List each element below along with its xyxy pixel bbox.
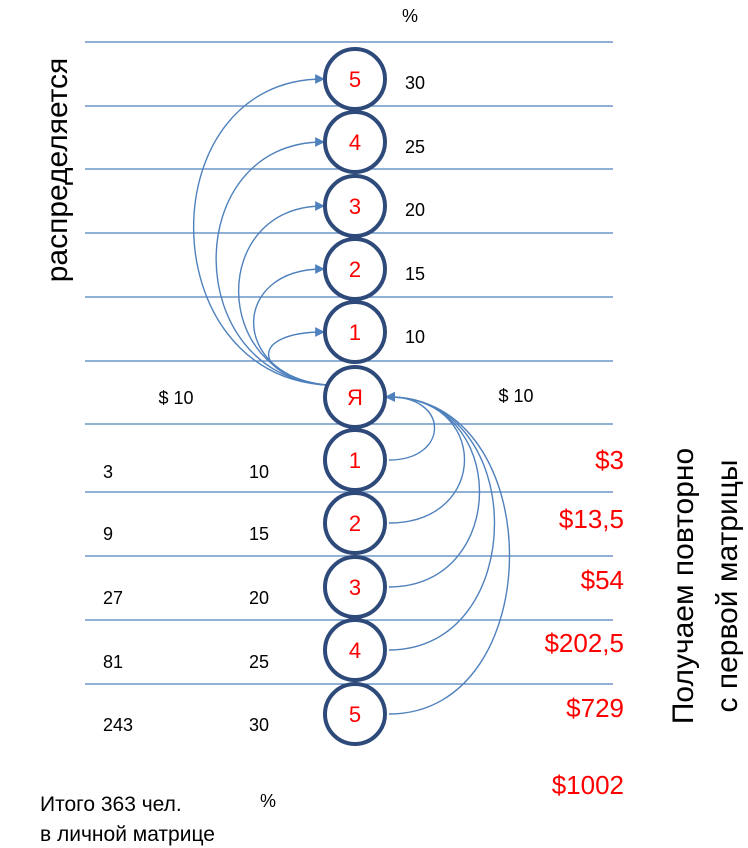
lower-percent: 15 xyxy=(249,524,269,544)
distribution-arrows xyxy=(192,74,511,715)
left-amount: $ 10 xyxy=(158,388,193,408)
return-income-arrow xyxy=(385,391,436,461)
income-amount: $3 xyxy=(595,445,624,475)
upper-percent: 25 xyxy=(405,137,425,157)
lower-node-3-label: 3 xyxy=(349,575,361,600)
upper-node-1-label: 1 xyxy=(349,320,361,345)
upper-node-3-label: 3 xyxy=(349,194,361,219)
people-count: 243 xyxy=(103,715,133,735)
upper-node-4-circle xyxy=(323,110,387,174)
upper-node-2-circle xyxy=(323,237,387,301)
upper-percent: 10 xyxy=(405,327,425,347)
income-amount: $54 xyxy=(581,565,624,595)
return-income-arrow xyxy=(385,392,496,651)
people-count: 81 xyxy=(103,652,123,672)
total-people-line2: в личной матрице xyxy=(40,823,215,846)
center-node-label: Я xyxy=(347,385,363,410)
upper-node-4-label: 4 xyxy=(349,130,361,155)
bottom-percent-header: % xyxy=(260,791,276,811)
upper-distribution-arrow xyxy=(192,74,327,386)
upper-node-3-circle xyxy=(323,174,387,238)
upper-percent: 20 xyxy=(405,200,425,220)
lower-node-5-circle xyxy=(323,682,387,746)
income-amount: $202,5 xyxy=(544,628,624,658)
income-amount: $729 xyxy=(566,693,624,723)
upper-percent: 30 xyxy=(405,73,425,93)
upper-distribution-arrow xyxy=(215,137,327,386)
center-node-circle xyxy=(323,365,387,429)
lower-percent: 10 xyxy=(249,462,269,482)
total-people-line1: Итого 363 чел. xyxy=(40,793,182,816)
lower-node-2-label: 2 xyxy=(349,511,361,536)
income-amount: $13,5 xyxy=(559,504,624,534)
top-percent-header: % xyxy=(402,6,418,26)
people-count: 3 xyxy=(103,462,113,482)
upper-node-2-label: 2 xyxy=(349,257,361,282)
total-income: $1002 xyxy=(552,770,624,800)
return-income-arrow xyxy=(385,391,481,588)
right-amount: $ 10 xyxy=(498,386,533,406)
lower-node-4-label: 4 xyxy=(349,638,361,663)
lower-percent: 30 xyxy=(249,715,269,735)
level-nodes: 5 4 3 2 1 Я 1 2 3 4 5 xyxy=(323,47,387,746)
lower-node-3-circle xyxy=(323,555,387,619)
upper-node-5-label: 5 xyxy=(349,67,361,92)
lower-percent: 20 xyxy=(249,588,269,608)
upper-node-5-circle xyxy=(323,47,387,111)
upper-distribution-arrow xyxy=(267,327,327,386)
people-count: 27 xyxy=(103,588,123,608)
upper-distribution-arrow xyxy=(252,264,327,386)
lower-percent: 25 xyxy=(249,652,269,672)
return-income-arrow xyxy=(385,392,511,715)
lower-node-4-circle xyxy=(323,618,387,682)
upper-percent: 15 xyxy=(405,264,425,284)
people-count: 9 xyxy=(103,524,113,544)
upper-node-1-circle xyxy=(323,300,387,364)
left-vertical-label: распределяется xyxy=(41,58,74,283)
lower-node-5-label: 5 xyxy=(349,702,361,727)
right-vertical-label-line1: Получаем повторно xyxy=(667,448,700,724)
lower-node-1-circle xyxy=(323,428,387,492)
lower-node-1-label: 1 xyxy=(349,448,361,473)
right-vertical-label-line2: с первой матрицы xyxy=(711,460,744,713)
lower-node-2-circle xyxy=(323,491,387,555)
